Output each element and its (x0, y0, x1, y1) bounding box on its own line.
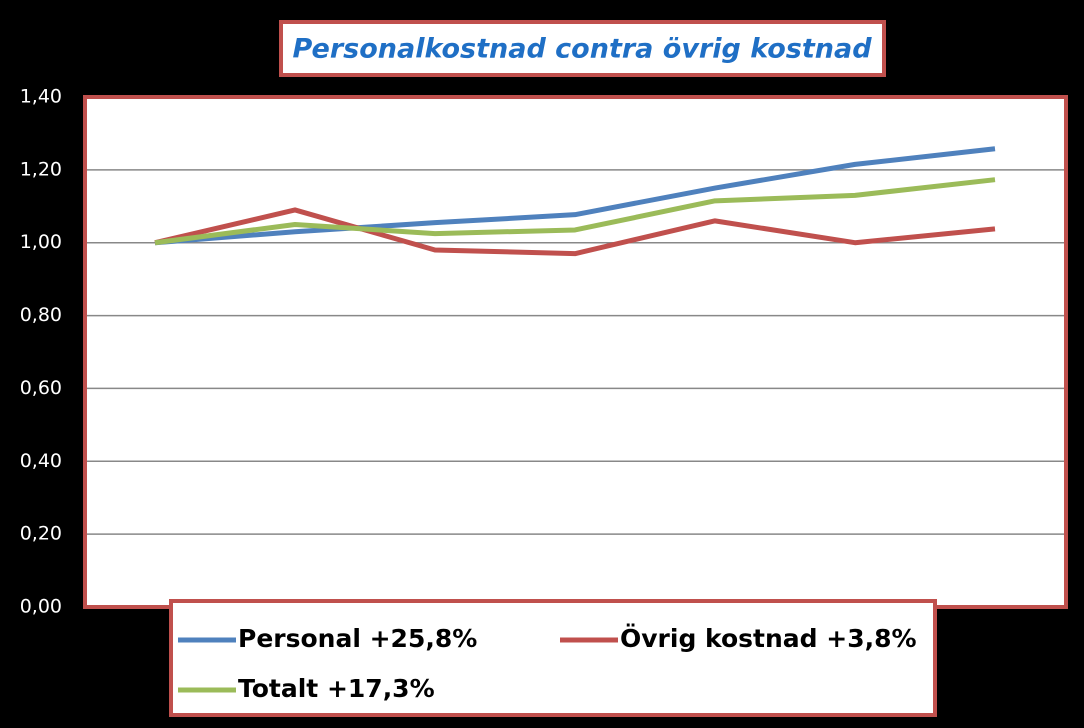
title-box (279, 20, 886, 77)
legend-label: Totalt +17,3% (238, 674, 435, 703)
y-tick-label: 1,20 (20, 158, 62, 180)
y-tick-label: 1,40 (20, 86, 62, 108)
plot-area (83, 95, 1068, 609)
series-line (154, 207, 996, 257)
lines (154, 146, 996, 257)
legend-label: Övrig kostnad +3,8% (620, 623, 917, 653)
y-tick-label: 0,20 (20, 523, 62, 545)
series-line (154, 177, 996, 246)
y-tick-label: 0,00 (20, 596, 62, 618)
y-tick-label: 0,60 (20, 377, 62, 399)
x-tick-label: År 2018 (957, 631, 1032, 654)
y-tick-label: 1,00 (20, 231, 62, 253)
y-tick-label: 0,40 (20, 450, 62, 472)
chart-title: Personalkostnad contra övrig kostnad (292, 34, 872, 65)
legend-label: Personal +25,8% (238, 624, 477, 653)
legend: Personal +25,8% Övrig kostnad +3,8% Totalt… (178, 623, 917, 703)
series-line (154, 146, 996, 246)
y-tick-label: 0,80 (20, 304, 62, 326)
legend-box (169, 599, 937, 717)
